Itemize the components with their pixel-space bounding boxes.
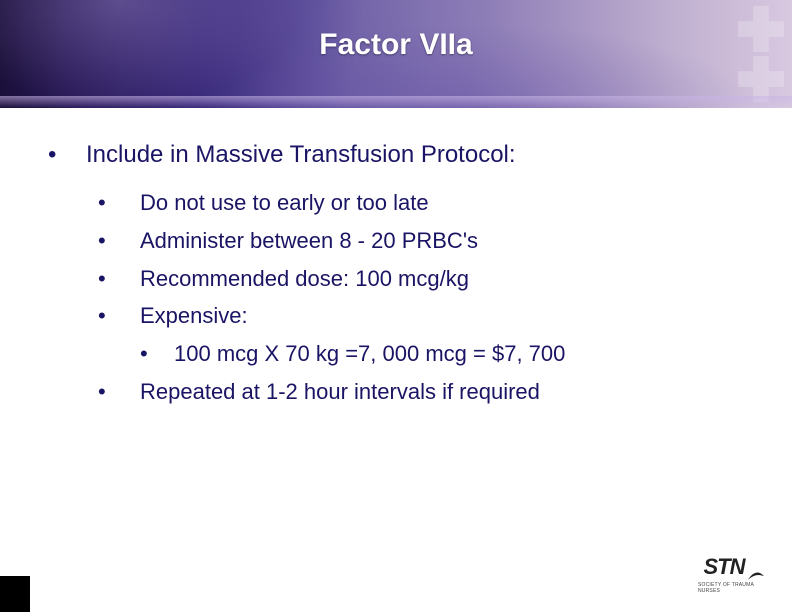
bullet-text: Expensive: [140, 300, 732, 332]
bullet-text: Include in Massive Transfusion Protocol: [86, 138, 732, 173]
bullet-marker: • [98, 376, 140, 408]
content-area: • Include in Massive Transfusion Protoco… [48, 138, 732, 414]
stn-logo: STN SOCIETY OF TRAUMA NURSES [698, 552, 770, 596]
bullet-text: Recommended dose: 100 mcg/kg [140, 263, 732, 295]
bullet-level2: • Expensive: [98, 300, 732, 332]
sub-sublist: • 100 mcg X 70 kg =7, 000 mcg = $7, 700 [140, 338, 732, 370]
bullet-text: Do not use to early or too late [140, 187, 732, 219]
bullet-text: Repeated at 1-2 hour intervals if requir… [140, 376, 732, 408]
bullet-marker: • [140, 338, 174, 370]
slide-title: Factor VIIa [0, 28, 792, 62]
footer-accent-block [0, 576, 30, 612]
bullet-level2: • Repeated at 1-2 hour intervals if requ… [98, 376, 732, 408]
header-band: Factor VIIa [0, 0, 792, 108]
bullet-level2: • Administer between 8 - 20 PRBC's [98, 225, 732, 257]
bullet-marker: • [98, 225, 140, 257]
bullet-marker: • [48, 138, 86, 173]
bullet-marker: • [98, 263, 140, 295]
logo-mark: STN [704, 554, 765, 580]
bullet-marker: • [98, 187, 140, 219]
logo-subtitle: SOCIETY OF TRAUMA NURSES [698, 582, 770, 594]
swoosh-icon [747, 562, 765, 576]
logo-text: STN [704, 554, 745, 580]
bullet-text: 100 mcg X 70 kg =7, 000 mcg = $7, 700 [174, 338, 732, 370]
bullet-text: Administer between 8 - 20 PRBC's [140, 225, 732, 257]
bullet-level2: • Recommended dose: 100 mcg/kg [98, 263, 732, 295]
bullet-marker: • [98, 300, 140, 332]
plus-icon [738, 56, 784, 102]
bullet-level3: • 100 mcg X 70 kg =7, 000 mcg = $7, 700 [140, 338, 732, 370]
bullet-level1: • Include in Massive Transfusion Protoco… [48, 138, 732, 173]
bullet-level2: • Do not use to early or too late [98, 187, 732, 219]
slide: Factor VIIa • Include in Massive Transfu… [0, 0, 792, 612]
sublist: • Do not use to early or too late • Admi… [98, 187, 732, 408]
